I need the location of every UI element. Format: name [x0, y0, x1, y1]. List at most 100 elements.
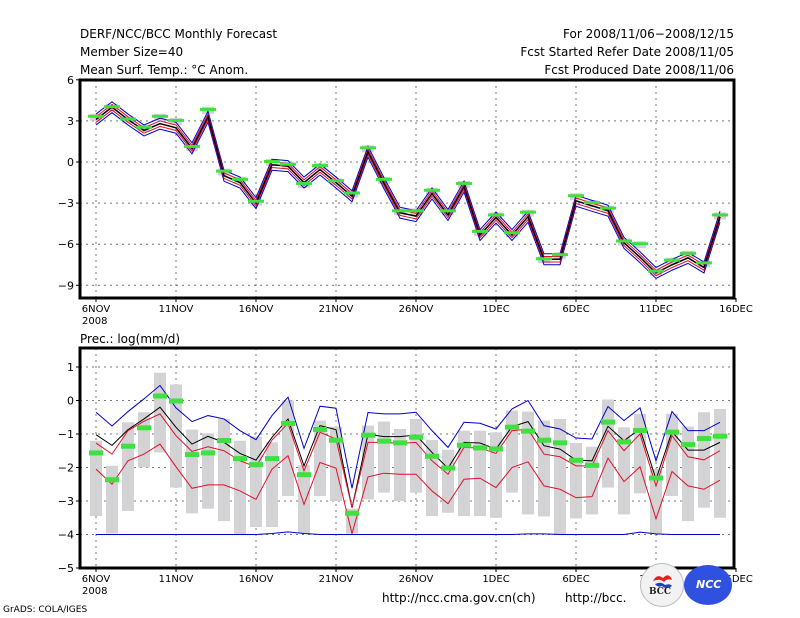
observed-mark: [681, 442, 695, 448]
observed-mark: [649, 475, 663, 481]
y-tick-label: −5: [58, 562, 74, 575]
y-tick-label: −6: [58, 238, 74, 251]
observed-mark: [232, 177, 248, 181]
observed-mark: [88, 114, 104, 118]
observed-mark: [249, 462, 263, 468]
observed-mark: [168, 118, 184, 122]
observed-mark: [137, 425, 151, 431]
member-range-bar: [538, 420, 550, 517]
observed-mark: [408, 209, 424, 213]
observed-mark: [248, 199, 264, 203]
member-range-bar: [618, 427, 630, 515]
observed-mark: [377, 438, 391, 444]
observed-mark: [297, 472, 311, 478]
plot-frame: [78, 78, 736, 300]
x-tick-label: 6DEC: [562, 304, 589, 315]
observed-mark: [457, 442, 471, 448]
member-range-bar: [650, 469, 662, 534]
observed-mark: [664, 258, 680, 262]
observed-mark: [329, 437, 343, 443]
observed-mark: [89, 450, 103, 456]
produced-date-label: Fcst Produced Date 2008/11/06: [544, 63, 734, 77]
y-tick-label: 3: [67, 115, 74, 128]
observed-mark: [361, 432, 375, 438]
x-tick-label: 21NOV: [319, 304, 354, 315]
max-line: [95, 384, 721, 489]
observed-mark: [632, 242, 648, 246]
observed-mark: [201, 450, 215, 456]
member-range-bar: [298, 465, 310, 534]
x-tick-label: 6NOV: [82, 304, 111, 315]
member-range-bar: [266, 442, 278, 528]
observed-mark: [520, 210, 536, 214]
plot-frame: [78, 346, 736, 570]
x-tick-label: 6NOV: [82, 574, 111, 585]
bcc-logo-text: BCC: [649, 587, 672, 597]
observed-mark: [360, 146, 376, 150]
observed-mark: [185, 452, 199, 458]
member-range-bar: [490, 432, 502, 518]
observed-mark: [392, 209, 408, 213]
observed-mark: [456, 181, 472, 185]
observed-mark: [312, 164, 328, 168]
y-tick-label: −9: [58, 279, 74, 292]
y-tick-label: 1: [67, 361, 74, 374]
observed-mark: [696, 261, 712, 265]
member-range-bar: [218, 418, 230, 522]
y-tick-label: 0: [67, 395, 74, 408]
max-line: [95, 101, 721, 269]
x-year-label: 2008: [82, 316, 107, 327]
x-tick-label: 16DEC: [719, 304, 753, 315]
precip-panel-title: Prec.: log(mm/d): [80, 332, 181, 346]
grads-credit: GrADS: COLA/IGES: [3, 605, 88, 615]
bcc-url[interactable]: http://bcc.: [565, 591, 627, 605]
y-tick-label: −3: [58, 197, 74, 210]
member-range-bar: [570, 443, 582, 519]
member-size-label: Member Size=40: [80, 45, 184, 59]
y-tick-label: −4: [58, 529, 74, 542]
observed-mark: [184, 144, 200, 148]
observed-mark: [217, 438, 231, 444]
observed-mark: [281, 420, 295, 426]
observed-mark: [265, 456, 279, 462]
member-range-bar: [378, 421, 390, 493]
observed-mark: [568, 194, 584, 198]
observed-mark: [441, 465, 455, 471]
observed-mark: [712, 213, 728, 217]
observed-mark: [264, 160, 280, 163]
y-tick-label: 0: [67, 156, 74, 169]
temp-panel-title: Mean Surf. Temp.: °C Anom.: [80, 63, 249, 77]
member-range-bar: [506, 410, 518, 493]
y-tick-label: −2: [58, 462, 74, 475]
observed-mark: [488, 213, 504, 217]
ensemble-mean-line: [95, 106, 721, 274]
observed-mark: [393, 440, 407, 446]
observed-mark: [233, 456, 247, 462]
observed-mark: [584, 201, 600, 205]
observed-mark: [665, 429, 679, 435]
observed-mark: [680, 251, 696, 255]
chart-title: DERF/NCC/BCC Monthly Forecast: [80, 27, 278, 41]
ncc-logo: NCC: [684, 565, 732, 605]
observed-mark: [120, 117, 136, 121]
observed-mark: [505, 424, 519, 430]
ncc-url[interactable]: http://ncc.cma.gov.cn(ch): [382, 591, 536, 605]
observed-mark: [344, 191, 360, 195]
member-range-bar: [282, 400, 294, 496]
member-range-bar: [426, 440, 438, 517]
member-range-bar: [234, 440, 246, 535]
observed-mark: [296, 181, 312, 185]
member-range-bar: [202, 433, 214, 509]
observed-mark: [409, 434, 423, 440]
temperature-panel: 6 3 0 −3 −6 −9 6NOV 11NOV 16NOV 21NOV 26NOV 1DEC 6DE…: [58, 74, 753, 327]
member-range-bar: [410, 418, 422, 493]
start-date-label: Fcst Started Refer Date 2008/11/05: [520, 45, 734, 59]
observed-mark: [616, 239, 632, 243]
x-tick-label: 1DEC: [482, 304, 509, 315]
x-tick-label: 21NOV: [319, 574, 354, 585]
member-range-bar: [394, 428, 406, 501]
observed-mark: [280, 162, 296, 166]
observed-mark: [521, 428, 535, 434]
bcc-logo: BCC: [640, 563, 684, 607]
